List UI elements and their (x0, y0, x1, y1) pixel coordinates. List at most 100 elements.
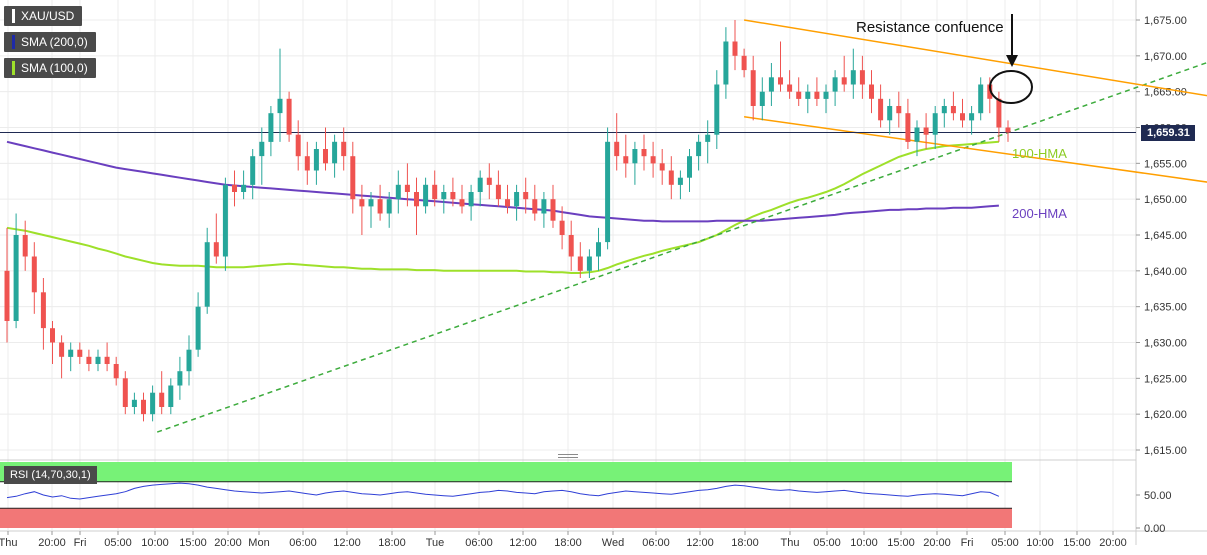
candle-body (304, 156, 310, 171)
price-tick-label: 1,620.00 (1144, 409, 1187, 421)
rsi-pane[interactable]: 50.00 0.00 (0, 462, 1172, 535)
candle-body (996, 98, 1002, 128)
time-tick-label: 20:00 (214, 537, 242, 549)
candle-body (677, 177, 683, 185)
time-tick-label: 15:00 (179, 537, 207, 549)
candle-body (623, 156, 629, 164)
candle-body (960, 113, 965, 121)
sma200-label[interactable]: SMA (200,0) (4, 32, 96, 52)
symbol-swatch (12, 8, 15, 23)
candle-body (177, 371, 183, 386)
trend-lines[interactable] (0, 19, 1207, 433)
time-tick-label: 18:00 (378, 537, 406, 549)
candle-body (213, 242, 219, 257)
candle-body (932, 113, 938, 135)
rsi-oversold-zone (0, 508, 1012, 528)
hma-lines (6, 140, 999, 274)
candle-body (323, 149, 328, 164)
time-tick-label: 20:00 (38, 537, 66, 549)
symbol-text: XAU/USD (21, 9, 75, 23)
candle-body (941, 106, 947, 114)
sma100-label[interactable]: SMA (100,0) (4, 58, 96, 78)
candle-body (714, 84, 720, 135)
candle-body (250, 156, 256, 185)
candle-body (796, 91, 802, 99)
candle-body (277, 98, 283, 114)
candle-body (86, 356, 92, 364)
resistance-annotation: Resistance confuence (856, 19, 1004, 36)
time-axis[interactable]: Thu 20:00 Fri 05:00 10:00 15:00 20:00 Mon 06:00 1… (0, 531, 1127, 549)
candle-body (559, 220, 565, 235)
rsi-label[interactable]: RSI (14,70,30,1) (4, 466, 97, 484)
time-tick-label: 18:00 (554, 537, 582, 549)
time-tick-label: 05:00 (991, 537, 1019, 549)
candle-body (268, 113, 274, 142)
candle-body (577, 256, 583, 271)
candle-body (787, 84, 793, 92)
candle-body (31, 256, 37, 293)
candle-body (741, 55, 747, 71)
candle-body (40, 292, 46, 329)
series-200-hma (6, 140, 999, 223)
time-tick-label: 06:00 (642, 537, 670, 549)
trendline-channel-bottom[interactable] (743, 116, 1207, 185)
candle-body (969, 113, 975, 121)
candle-body (468, 192, 474, 207)
hma200-label: 200-HMA (1012, 206, 1067, 221)
candle-body (650, 156, 656, 164)
candle-body (232, 184, 237, 192)
candle-body (341, 141, 347, 157)
candle-body (359, 199, 365, 207)
candle-body (869, 84, 874, 99)
candle-body (59, 342, 65, 357)
time-tick-label: Fri (74, 537, 87, 549)
candle-body (404, 184, 410, 192)
price-tick-label: 1,635.00 (1144, 302, 1187, 314)
time-tick-label: Tue (426, 537, 445, 549)
candle-body (905, 113, 911, 142)
price-tick-label: 1,650.00 (1144, 194, 1187, 206)
candle-body (668, 170, 674, 185)
candle-body (759, 91, 765, 106)
candle-body (259, 141, 265, 157)
trendline-channel-top[interactable] (743, 19, 1207, 99)
candle-body (778, 77, 783, 85)
candle-body (68, 349, 74, 357)
candle-body (450, 192, 456, 200)
time-tick-label: 12:00 (509, 537, 537, 549)
candle-body (878, 98, 884, 121)
candle-body (495, 184, 501, 200)
price-tick-label: 1,645.00 (1144, 230, 1187, 242)
candle-body (550, 199, 556, 221)
rsi-tick-label: 50.00 (1144, 490, 1172, 502)
time-tick-label: 05:00 (104, 537, 132, 549)
candle-body (13, 235, 19, 321)
symbol-label[interactable]: XAU/USD (4, 6, 83, 26)
candle-body (805, 91, 811, 99)
candle-body (95, 356, 101, 364)
candle-body (859, 70, 865, 85)
candles (4, 20, 1011, 422)
current-price-tag: 1,659.31 (1141, 125, 1195, 141)
candle-body (723, 41, 729, 85)
candle-body (887, 106, 893, 121)
candle-body (696, 141, 702, 157)
time-tick-label: Thu (781, 537, 800, 549)
price-tick-label: 1,655.00 (1144, 158, 1187, 170)
candle-body (150, 392, 156, 415)
time-tick-label: 10:00 (1026, 537, 1054, 549)
candle-body (313, 149, 319, 171)
time-tick-label: Fri (961, 537, 974, 549)
pane-resize-handle[interactable] (558, 454, 578, 460)
candle-body (122, 378, 128, 407)
candle-body (423, 184, 429, 207)
candle-body (414, 192, 419, 207)
time-tick-label: 05:00 (813, 537, 841, 549)
candle-body (295, 134, 301, 157)
candle-body (141, 399, 146, 415)
candle-body (514, 192, 520, 207)
candle-body (186, 349, 192, 372)
candle-body (4, 270, 10, 321)
candle-body (50, 328, 55, 343)
